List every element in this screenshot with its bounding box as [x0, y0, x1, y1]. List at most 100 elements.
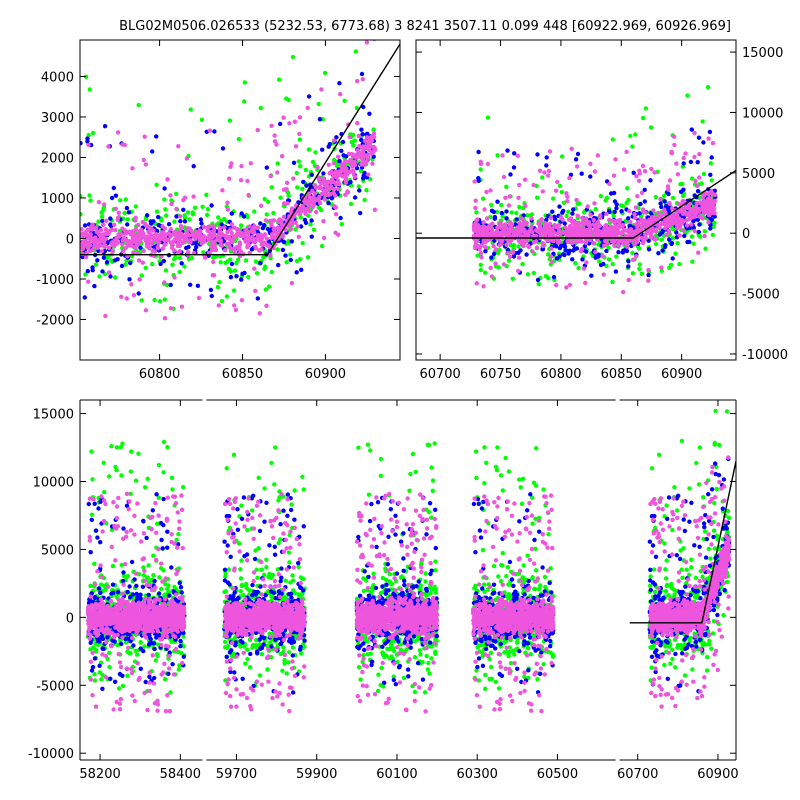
data-point	[539, 229, 544, 234]
data-point	[298, 215, 303, 220]
data-point	[637, 262, 642, 267]
data-point	[525, 272, 531, 277]
data-point	[564, 285, 569, 290]
data-point	[369, 138, 375, 143]
data-point	[130, 166, 135, 171]
data-point	[338, 215, 343, 221]
data-point	[182, 219, 188, 224]
data-point	[364, 40, 370, 45]
data-point	[88, 583, 93, 588]
data-point	[289, 239, 294, 244]
data-point	[164, 213, 169, 218]
data-point	[351, 143, 356, 148]
data-point	[614, 254, 619, 259]
data-point	[262, 196, 267, 202]
data-point	[579, 239, 584, 244]
data-point	[182, 264, 187, 269]
data-point	[301, 179, 306, 185]
data-point	[187, 239, 192, 244]
data-point	[93, 704, 99, 709]
data-point	[162, 186, 167, 191]
data-point	[693, 178, 698, 184]
data-point	[157, 299, 163, 304]
data-point	[624, 244, 630, 249]
data-point	[223, 248, 228, 253]
data-point	[297, 206, 302, 212]
data-point	[245, 214, 250, 220]
data-point	[235, 231, 240, 236]
data-point	[548, 237, 554, 243]
data-point	[689, 127, 694, 132]
data-point	[291, 176, 296, 181]
data-point	[87, 87, 93, 92]
data-point	[659, 265, 664, 270]
data-point	[92, 243, 97, 249]
data-point	[303, 220, 309, 225]
data-point	[93, 225, 98, 230]
model-line	[80, 43, 400, 256]
data-point	[573, 261, 578, 266]
data-point	[337, 158, 342, 164]
data-point	[227, 237, 233, 242]
data-point	[88, 594, 93, 599]
data-point	[669, 241, 675, 246]
data-point	[666, 208, 672, 214]
data-point	[322, 197, 327, 202]
data-point	[250, 234, 255, 240]
data-point	[583, 240, 589, 245]
data-point	[554, 282, 559, 288]
data-point	[109, 527, 115, 533]
data-point	[245, 178, 250, 184]
data-point	[709, 155, 714, 160]
data-point	[692, 154, 697, 160]
data-point	[681, 155, 686, 161]
data-point	[104, 231, 110, 237]
data-point	[143, 265, 148, 271]
data-point	[359, 161, 364, 166]
data-point	[494, 230, 499, 235]
data-point	[181, 634, 186, 639]
data-point	[161, 231, 166, 237]
data-point	[481, 226, 486, 231]
data-point	[91, 645, 96, 650]
data-point	[653, 241, 659, 247]
data-point	[694, 183, 700, 189]
data-point	[549, 260, 555, 265]
data-point	[115, 217, 120, 222]
data-point	[129, 449, 134, 454]
data-point	[275, 161, 280, 166]
data-point	[511, 231, 517, 236]
data-point	[92, 283, 97, 289]
data-point	[359, 137, 364, 143]
data-point	[336, 232, 341, 237]
data-point	[498, 220, 503, 225]
data-point	[197, 237, 202, 243]
data-point	[704, 206, 709, 211]
data-point	[625, 186, 630, 191]
data-point	[180, 660, 185, 666]
data-point	[670, 206, 675, 211]
data-point	[661, 193, 667, 199]
data-point	[588, 237, 593, 242]
data-point	[191, 194, 196, 199]
data-point	[564, 228, 570, 233]
data-point	[553, 188, 559, 193]
data-point	[146, 592, 151, 598]
data-point	[149, 227, 154, 232]
data-point	[350, 168, 355, 173]
data-point	[531, 182, 536, 188]
data-point	[489, 228, 495, 233]
data-point	[676, 201, 681, 207]
data-point	[360, 132, 365, 137]
data-point	[133, 204, 138, 209]
data-point	[569, 146, 574, 151]
data-point	[506, 258, 512, 263]
data-point	[117, 707, 123, 712]
data-point	[660, 248, 665, 253]
data-point	[551, 196, 556, 201]
data-point	[220, 188, 225, 193]
x-tick-label: 60850	[222, 367, 263, 382]
data-point	[296, 159, 301, 164]
data-point	[520, 261, 525, 267]
data-point	[682, 233, 687, 239]
